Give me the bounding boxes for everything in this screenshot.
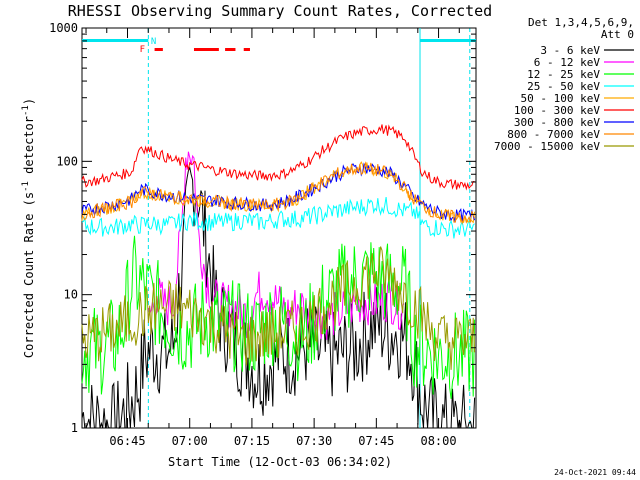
plot-frame	[81, 27, 477, 429]
legend-entry-label: 12 - 25 keV	[527, 68, 600, 81]
y-axis-label-mid: detector	[22, 116, 36, 181]
series-line-8	[81, 246, 476, 370]
flare-bar	[193, 48, 219, 51]
x-axis-ticks: 06:45 07:00 07:15 07:30 07:45 08:00	[85, 28, 460, 448]
x-tick-label: 08:00	[420, 434, 456, 448]
chart-title: RHESSI Observing Summary Count Rates, Co…	[68, 2, 492, 20]
vertical-markers	[147, 28, 471, 428]
flare-bar	[243, 48, 250, 51]
y-tick-label: 10	[64, 288, 78, 302]
x-tick-label: 06:45	[109, 434, 145, 448]
flare-bar	[225, 48, 236, 51]
legend-entry-label: 6 - 12 keV	[534, 56, 601, 69]
y-tick-label: 1	[71, 421, 78, 435]
timestamp: 24-Oct-2021 09:44	[554, 468, 636, 477]
series-line-6	[81, 162, 476, 223]
y-tick-label: 1000	[49, 21, 78, 35]
legend-entry-label: 7000 - 15000 keV	[494, 140, 600, 153]
flag-f-label: F	[140, 45, 145, 55]
legend-entry-label: 3 - 6 keV	[540, 44, 600, 57]
series-layer	[81, 124, 476, 430]
attenuator-bar	[420, 39, 476, 42]
legend-header-attenuator: Att 0	[601, 28, 634, 41]
attenuator-bar	[82, 39, 149, 42]
legend-header-detectors: Det 1,3,4,5,6,9,	[528, 16, 634, 29]
x-axis-label: Start Time (12-Oct-03 06:34:02)	[168, 455, 392, 469]
flag-bars: FN	[82, 37, 476, 55]
x-tick-label: 07:15	[234, 434, 270, 448]
flare-bar	[154, 48, 163, 51]
legend-entry-label: 300 - 800 keV	[514, 116, 600, 129]
legend-entry-label: 100 - 300 keV	[514, 104, 600, 117]
series-line-5	[81, 124, 475, 191]
series-line-0	[81, 166, 476, 430]
x-tick-label: 07:30	[296, 434, 332, 448]
y-axis-label: Corrected Count Rate (s-1 detector-1)	[21, 98, 36, 358]
y-tick-label: 100	[56, 154, 78, 168]
y-axis-label-sup2: -1	[21, 105, 31, 116]
legend-entry-label: 25 - 50 keV	[527, 80, 600, 93]
series-line-7	[81, 161, 476, 225]
series-line-3	[81, 197, 475, 239]
flag-n-label: N	[151, 37, 156, 47]
y-axis-label-main: Corrected Count Rate (s	[22, 192, 36, 358]
y-axis-label-end: )	[22, 98, 36, 105]
x-tick-label: 07:00	[172, 434, 208, 448]
y-axis-label-sup1: -1	[21, 181, 31, 192]
y-axis-ticks: 1 10 100 1000	[49, 21, 476, 435]
x-tick-label: 07:45	[358, 434, 394, 448]
plot-area: FN	[81, 27, 477, 430]
legend-entry-label: 50 - 100 keV	[521, 92, 601, 105]
legend-entry-label: 800 - 7000 keV	[507, 128, 600, 141]
